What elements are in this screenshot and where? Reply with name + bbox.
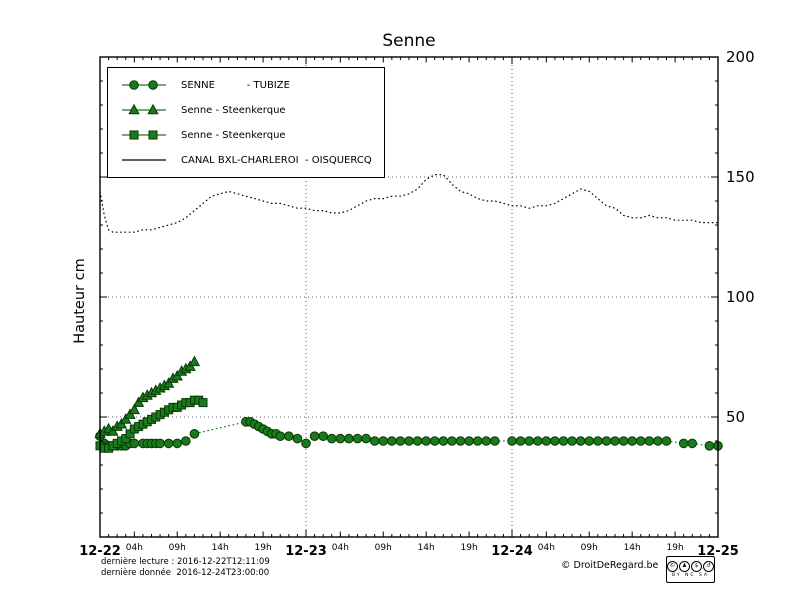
axis-labels: 50 100 150 200 12-22 12-23 12-24 12-25 04h 09h 14h… [79,48,754,559]
x-hour-label: 19h [667,543,684,553]
x-hour-label: 09h [375,543,392,553]
x-day-label: 12-22 [79,544,121,559]
x-hour-label: 09h [581,543,598,553]
legend-label: CANAL BXL-CHARLEROI - OISQUERCQ [181,154,372,166]
triangle-line-marker-icon [122,103,166,115]
legend-label: Senne - Steenkerque [181,104,286,116]
y-axis-label: Hauteur cm [72,258,88,344]
x-hour-label: 04h [538,543,555,553]
sa-icon: ↺ [703,561,714,572]
cc-license-icons: © ♟ $ ↺ [667,561,714,572]
cc-license-label: BY NC SA [672,573,709,578]
cc-license-badge[interactable]: © ♟ $ ↺ BY NC SA [666,556,715,583]
x-day-label: 12-25 [697,544,739,559]
x-hour-label: 19h [461,543,478,553]
x-day-label: 12-23 [285,544,327,559]
x-hour-label: 14h [418,543,435,553]
legend-item-steenkerque-triangle: Senne - Steenkerque [120,102,372,118]
x-hour-label: 14h [212,543,229,553]
y-tick-label: 100 [726,288,755,306]
legend-item-tubize: SENNE - TUBIZE [120,77,372,93]
legend-label: SENNE - TUBIZE [181,79,290,91]
cc-icon: © [667,561,678,572]
series-canal-bxl-charleroi-oisquercq [99,174,718,233]
series-senne-steenkerque-triangle [94,355,201,439]
series-senne-tubize [95,417,723,451]
by-icon: ♟ [679,561,690,572]
x-hour-label: 04h [332,543,349,553]
chart-title: Senne [382,31,436,51]
axis-ticks [99,56,719,538]
circle-line-marker-icon [122,80,166,90]
y-tick-label: 200 [726,48,755,66]
x-hour-label: 04h [126,543,143,553]
plain-line-marker-icon [122,159,166,161]
legend: SENNE - TUBIZE Senne - Steenkerque Senne… [107,67,385,178]
legend-item-canal: CANAL BXL-CHARLEROI - OISQUERCQ [120,152,372,168]
nc-icon: $ [691,561,702,572]
last-data-text: dernière donnée 2016-12-24T23:00:00 [101,568,270,578]
x-hour-label: 09h [169,543,186,553]
copyright-text: © DroitDeRegard.be [561,560,659,571]
y-tick-label: 50 [726,408,745,426]
x-day-label: 12-24 [491,544,533,559]
square-line-marker-icon [122,130,166,140]
last-reading-text: dernière lecture : 2016-12-22T12:11:09 [101,557,270,567]
legend-label: Senne - Steenkerque [181,129,286,141]
legend-item-steenkerque-square: Senne - Steenkerque [120,127,372,143]
x-hour-label: 14h [624,543,641,553]
y-tick-label: 150 [726,168,755,186]
x-hour-label: 19h [255,543,272,553]
